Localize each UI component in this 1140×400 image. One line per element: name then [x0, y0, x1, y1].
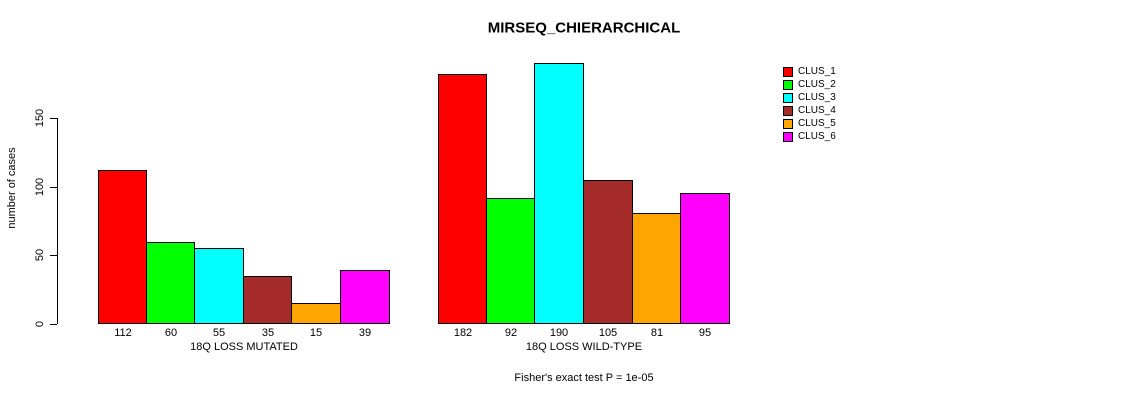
legend-label: CLUS_2: [798, 79, 836, 90]
chart-title: MIRSEQ_CHIERARCHICAL: [487, 19, 681, 37]
bar-clus_3-1: [194, 248, 244, 324]
bar-clus_2-2: [486, 198, 535, 324]
y-tick-mark: [50, 324, 57, 325]
bar-value-label: 39: [358, 327, 372, 339]
legend-label: CLUS_6: [798, 131, 836, 142]
legend-swatch-clus_3: [783, 92, 793, 103]
y-tick-mark: [50, 118, 57, 119]
bar-value-label: 95: [698, 327, 712, 339]
y-tick-mark: [50, 255, 57, 256]
bar-clus_4-2: [583, 180, 633, 324]
y-tick-mark: [50, 187, 57, 188]
y-tick-label: 50: [34, 248, 46, 262]
legend-swatch-clus_4: [783, 105, 793, 116]
y-tick-label: 100: [34, 177, 46, 197]
y-axis-line: [57, 118, 58, 324]
bar-value-label: 55: [212, 327, 226, 339]
legend-swatch-clus_5: [783, 118, 793, 129]
y-tick-label: 0: [34, 320, 46, 328]
bar-value-label: 182: [453, 327, 473, 339]
x-axis-group-label: 18Q LOSS WILD-TYPE: [525, 341, 643, 353]
legend-swatch-clus_6: [783, 131, 793, 142]
legend-item-clus_4: CLUS_4: [783, 104, 836, 117]
footnote-fisher-test: Fisher's exact test P = 1e-05: [514, 372, 654, 384]
bar-value-label: 112: [114, 327, 132, 339]
bar-value-label: 15: [309, 327, 323, 339]
bar-clus_4-1: [243, 276, 292, 324]
bar-clus_1-1: [98, 170, 147, 324]
bar-value-label: 35: [261, 327, 275, 339]
bar-value-label: 92: [504, 327, 518, 339]
bar-clus_5-1: [291, 303, 341, 324]
x-axis-group-label: 18Q LOSS MUTATED: [190, 341, 298, 353]
bar-value-label: 190: [549, 327, 569, 339]
legend-swatch-clus_2: [783, 79, 793, 90]
legend-swatch-clus_1: [783, 66, 793, 77]
bar-clus_5-2: [632, 213, 681, 324]
bar-value-label: 105: [598, 327, 618, 339]
bar-clus_1-2: [438, 74, 487, 324]
bar-value-label: 81: [650, 327, 664, 339]
legend-item-clus_1: CLUS_1: [783, 65, 836, 78]
y-tick-label: 150: [34, 108, 46, 128]
legend-label: CLUS_5: [798, 118, 836, 129]
legend: CLUS_1 CLUS_2 CLUS_3 CLUS_4 CLUS_5 CLUS_6: [783, 65, 836, 143]
bar-clus_6-1: [340, 270, 390, 324]
legend-label: CLUS_1: [798, 66, 836, 77]
legend-label: CLUS_4: [798, 105, 836, 116]
legend-item-clus_2: CLUS_2: [783, 78, 836, 91]
bar-clus_6-2: [680, 193, 730, 324]
legend-item-clus_3: CLUS_3: [783, 91, 836, 104]
legend-item-clus_5: CLUS_5: [783, 117, 836, 130]
y-axis-title: number of cases: [6, 147, 18, 229]
bar-clus_3-2: [534, 63, 584, 324]
legend-label: CLUS_3: [798, 92, 836, 103]
bar-value-label: 60: [164, 327, 178, 339]
bar-clus_2-1: [146, 242, 195, 324]
legend-item-clus_6: CLUS_6: [783, 130, 836, 143]
